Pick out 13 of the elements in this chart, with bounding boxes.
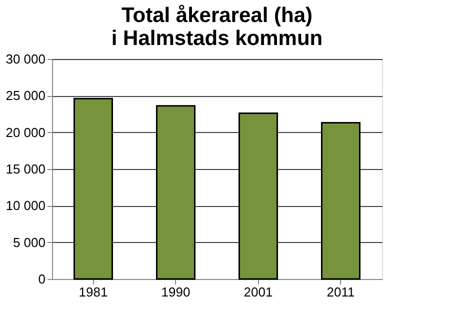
- y-tick-label: 25 000: [6, 88, 46, 104]
- y-tick-label: 10 000: [6, 198, 46, 214]
- x-tick-label: 2011: [326, 284, 355, 300]
- text: Total åkerareal (ha): [121, 4, 313, 27]
- y-tick-label: 30 000: [6, 52, 46, 66]
- y-tick-label: 0: [38, 272, 46, 286]
- y-tick-label: 20 000: [6, 124, 46, 140]
- x-tick-label: 1981: [78, 284, 108, 300]
- x-tick-label: 2001: [244, 284, 273, 300]
- text: i Halmstads kommun: [111, 27, 323, 50]
- x-tick-label: 1990: [161, 284, 190, 300]
- y-tick-label: 15 000: [6, 162, 46, 176]
- y-tick-label: 5 000: [12, 234, 46, 250]
